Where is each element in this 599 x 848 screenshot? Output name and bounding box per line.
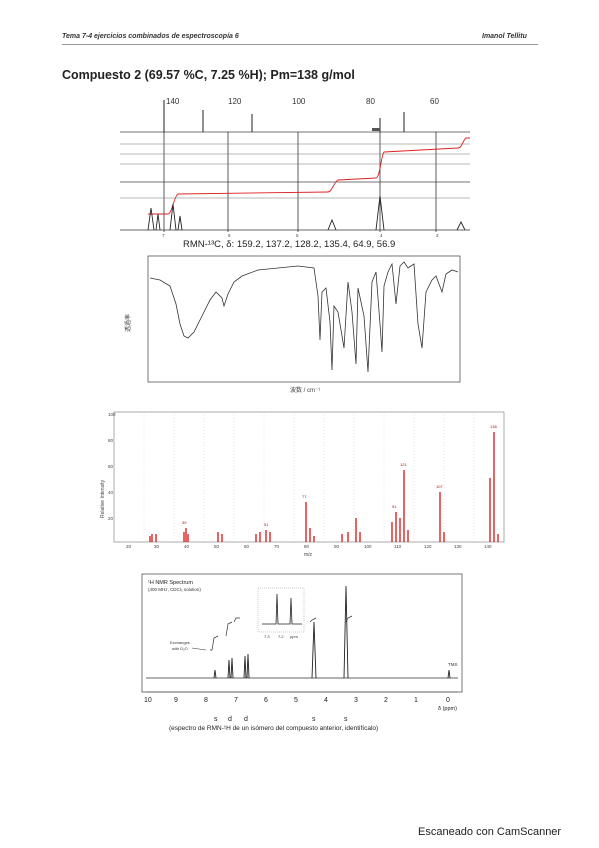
header-rule [62, 44, 538, 45]
svg-text:130: 130 [454, 544, 462, 549]
h1-x-unit: δ (ppm) [438, 706, 457, 712]
svg-text:80: 80 [108, 438, 114, 443]
svg-text:5: 5 [294, 697, 298, 704]
svg-text:77: 77 [302, 494, 307, 499]
svg-text:120: 120 [424, 544, 432, 549]
svg-text:8: 8 [204, 697, 208, 704]
svg-text:3: 3 [354, 697, 358, 704]
c13-lower-tick: 5 [296, 233, 299, 238]
ir-spectrum: 透過率 波数 / cm⁻¹ [124, 255, 461, 394]
ms-x-ticks: 20 30 40 50 60 70 80 90 100 110 120 130 … [126, 544, 492, 549]
svg-text:100: 100 [108, 412, 116, 417]
h1-inset-trace [262, 593, 302, 625]
ir-frame [147, 255, 461, 383]
ms-y-ticks: 100 80 60 40 20 [108, 412, 116, 521]
svg-text:70: 70 [274, 544, 280, 549]
h1-x-ticks: 10 9 8 7 6 5 4 3 2 1 0 [144, 697, 450, 704]
svg-text:91: 91 [392, 504, 397, 509]
ir-trace [149, 261, 459, 373]
c13-lower-tick: 7 [162, 233, 165, 238]
svg-text:107: 107 [436, 484, 443, 489]
svg-text:51: 51 [264, 522, 269, 527]
svg-text:100: 100 [364, 544, 372, 549]
c13-tick-140: 140 [166, 97, 180, 106]
svg-text:2: 2 [384, 697, 388, 704]
h1-multiplicities: s d d s s [214, 716, 348, 722]
h1-inset-tick: ppm [290, 634, 298, 639]
svg-text:50: 50 [214, 544, 220, 549]
svg-text:d: d [228, 716, 232, 722]
svg-text:7: 7 [234, 697, 238, 704]
ms-peak-labels: 138 121 77 107 91 51 39 [182, 424, 497, 527]
c13-tick-120: 120 [228, 97, 242, 106]
svg-text:60: 60 [244, 544, 250, 549]
svg-text:138: 138 [490, 424, 497, 429]
ms-peaks [149, 432, 499, 542]
h1-inset-frame [257, 587, 305, 633]
h1-inset-tick: 7.2 [278, 634, 284, 639]
c13-solvent-mark [372, 128, 380, 131]
c13-tick-60: 60 [430, 97, 439, 106]
camscanner-watermark: Escaneado con CamScanner [418, 826, 562, 838]
ms-xlabel: m/z [304, 552, 313, 558]
h1-inset-tick: 7.3 [264, 634, 270, 639]
svg-text:40: 40 [108, 490, 114, 495]
c13-tick-100: 100 [292, 97, 306, 106]
c13-caption: RMN-¹³C, δ: 159.2, 137.2, 128.2, 135.4, … [183, 239, 396, 250]
c13-lower-tick: 6 [228, 233, 231, 238]
c13-lower-tick: 4 [380, 233, 383, 238]
svg-text:d: d [244, 716, 248, 722]
h1-tms-label: TMS [448, 662, 458, 667]
header-left: Tema 7-4 ejercicios combinados de espect… [62, 33, 239, 40]
c13-nmr-spectrum: 140 120 100 80 60 7 6 5 4 3 [120, 97, 470, 238]
c13-tick-80: 80 [366, 97, 375, 106]
ms-gridlines [143, 412, 475, 542]
svg-text:10: 10 [144, 697, 152, 704]
h1-exchange-arrow [191, 647, 207, 651]
header-right: Imanol Tellitu [482, 33, 527, 40]
svg-text:s: s [214, 716, 218, 722]
svg-text:4: 4 [324, 697, 328, 704]
h1-caption: (espectro de RMN-¹H de un isómero del co… [169, 725, 379, 732]
svg-text:140: 140 [484, 544, 492, 549]
ms-ylabel: Relative Intensity [100, 479, 106, 518]
ir-xlabel: 波数 / cm⁻¹ [290, 386, 320, 394]
svg-text:20: 20 [108, 516, 114, 521]
c13-integral-curve [148, 137, 470, 215]
svg-text:s: s [312, 716, 316, 722]
svg-text:40: 40 [184, 544, 190, 549]
svg-text:20: 20 [126, 544, 132, 549]
h1-exchange-label: Exchanges [170, 640, 190, 645]
c13-lower-tick: 3 [436, 233, 439, 238]
compound-title: Compuesto 2 (69.57 %C, 7.25 %H); Pm=138 … [62, 68, 355, 82]
h1-title: ¹H NMR Spectrum [148, 580, 193, 586]
svg-text:6: 6 [264, 697, 268, 704]
h1-subtitle: (400 MHz, CDCl₃ solution) [148, 587, 201, 592]
svg-text:121: 121 [400, 462, 407, 467]
svg-text:30: 30 [154, 544, 160, 549]
svg-text:0: 0 [446, 697, 450, 704]
h1-integral-curves [210, 615, 353, 651]
svg-text:39: 39 [182, 520, 187, 525]
c13-lower-peaks [147, 203, 183, 231]
c13-lower-peaks [327, 195, 466, 231]
svg-text:s: s [344, 716, 348, 722]
ir-ylabel: 透過率 [124, 314, 132, 332]
svg-text:9: 9 [174, 697, 178, 704]
svg-text:80: 80 [304, 544, 310, 549]
h1-nmr-spectrum: ¹H NMR Spectrum (400 MHz, CDCl₃ solution… [141, 573, 463, 722]
svg-text:1: 1 [414, 697, 418, 704]
h1-exchange-label-2: with D₂O [172, 646, 188, 651]
h1-peaks [213, 585, 451, 679]
svg-text:60: 60 [108, 464, 114, 469]
mass-spectrum: Relative Intensity m/z 100 80 60 40 20 2… [100, 411, 505, 558]
ms-frame [113, 411, 505, 543]
svg-text:90: 90 [334, 544, 340, 549]
svg-text:110: 110 [394, 544, 402, 549]
